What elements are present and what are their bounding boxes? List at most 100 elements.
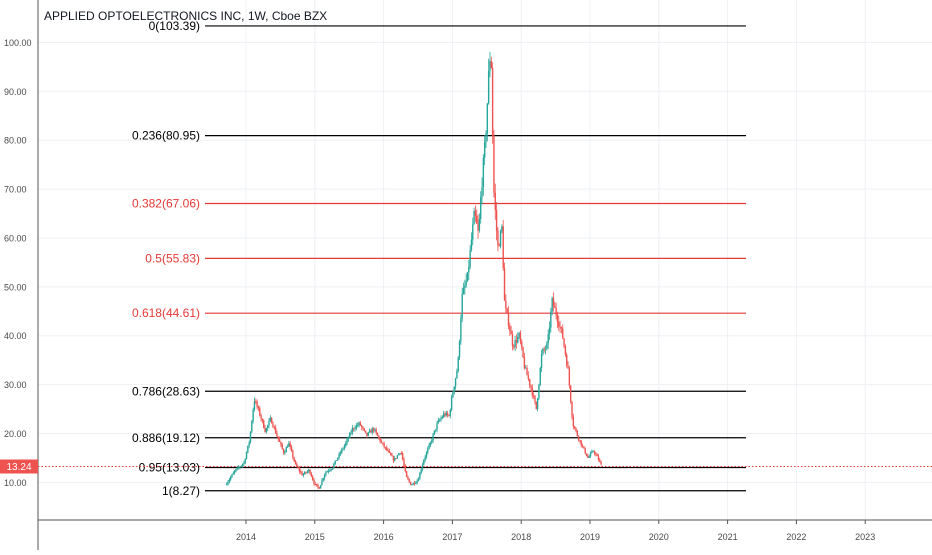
candle-body [511, 334, 514, 346]
candle-body [567, 365, 569, 369]
candle-body [515, 340, 518, 343]
candle-body [498, 245, 500, 247]
candle-body [453, 386, 455, 393]
x-tick-label: 2016 [374, 532, 394, 542]
candle-body [387, 450, 389, 452]
candle-body [433, 430, 436, 435]
candle-body [540, 354, 543, 369]
candle-body [460, 318, 462, 341]
candle-body [505, 300, 507, 309]
candle-body [531, 388, 534, 396]
candle-body [449, 409, 451, 417]
candle-body [243, 462, 245, 465]
candle-body [274, 427, 277, 434]
candle-body [579, 439, 581, 441]
candle-body [391, 455, 393, 457]
candle-body [596, 454, 598, 457]
last-price-box [0, 459, 38, 474]
x-tick-label: 2019 [580, 532, 600, 542]
candle-body [584, 448, 586, 454]
candle-body [472, 224, 474, 240]
candle-body [302, 474, 305, 476]
candle-body [474, 210, 477, 216]
x-tick-label: 2015 [305, 532, 325, 542]
candle-body [592, 451, 594, 453]
candle-body [334, 460, 336, 464]
candle-body [548, 327, 551, 335]
y-tick-label: 10.00 [4, 478, 27, 488]
candle-body [319, 485, 322, 489]
candle-body [597, 456, 600, 460]
candle-body [416, 480, 418, 483]
candle-body [349, 432, 351, 438]
candle-body [573, 426, 576, 429]
candle-body [493, 135, 495, 193]
candle-body [465, 281, 467, 286]
candle-body [546, 343, 548, 349]
candle-body [400, 453, 403, 454]
candle-body [318, 487, 320, 489]
candle-body [313, 479, 315, 484]
candle-body [374, 429, 376, 431]
candle-body [568, 368, 571, 386]
candle-body [331, 467, 334, 470]
candle-body [372, 428, 375, 431]
candle-body [556, 315, 559, 322]
candle-body [571, 401, 573, 417]
candle-body [345, 442, 347, 446]
candle-body [249, 431, 252, 443]
candle-body [240, 465, 242, 467]
candle-body [457, 357, 459, 372]
candle-body [333, 463, 335, 468]
candle-body [509, 326, 511, 331]
candle-body [481, 187, 483, 198]
candle-body [253, 401, 256, 410]
candle-body [350, 432, 352, 434]
fib-level-label: 0.786(28.63) [132, 384, 200, 398]
candle-body [376, 432, 379, 436]
candle-body [383, 443, 385, 448]
candle-body [314, 483, 317, 485]
candle-body [462, 287, 465, 294]
candle-body [487, 70, 490, 104]
candle-body [325, 472, 327, 475]
candle-body [425, 452, 428, 457]
candle-body [266, 425, 269, 429]
y-tick-label: 30.00 [4, 380, 27, 390]
candle-body [445, 412, 448, 416]
candle-body [580, 440, 582, 446]
candle-body [284, 452, 286, 454]
candle-body [297, 466, 299, 469]
candle-body [270, 417, 273, 424]
candle-body [293, 457, 295, 462]
candle-body [523, 357, 526, 369]
candle-body [409, 481, 412, 486]
candle-body [399, 453, 401, 454]
candle-body [355, 425, 358, 429]
candle-body [419, 472, 421, 480]
candle-body [428, 444, 430, 449]
candle-body [309, 469, 311, 474]
candle-body [378, 435, 380, 439]
candle-body [380, 441, 383, 443]
candle-body [507, 312, 510, 327]
candle-body [335, 460, 338, 462]
candle-body [375, 429, 377, 433]
candle-body [239, 466, 241, 468]
candle-body [464, 285, 466, 288]
candle-body [272, 423, 274, 428]
candle-body [363, 428, 365, 431]
fib-level-label: 0.95(13.03) [139, 461, 200, 475]
candle-body [575, 428, 577, 431]
x-tick-label: 2014 [236, 532, 256, 542]
candle-body [392, 456, 395, 461]
candle-body [327, 470, 330, 472]
candle-body [470, 239, 473, 251]
candle-body [252, 409, 254, 422]
candle-body [370, 430, 372, 433]
candle-body [290, 446, 293, 451]
candle-body [501, 226, 503, 231]
candle-body [563, 338, 565, 347]
candle-body [421, 464, 424, 470]
y-tick-label: 90.00 [4, 87, 27, 97]
